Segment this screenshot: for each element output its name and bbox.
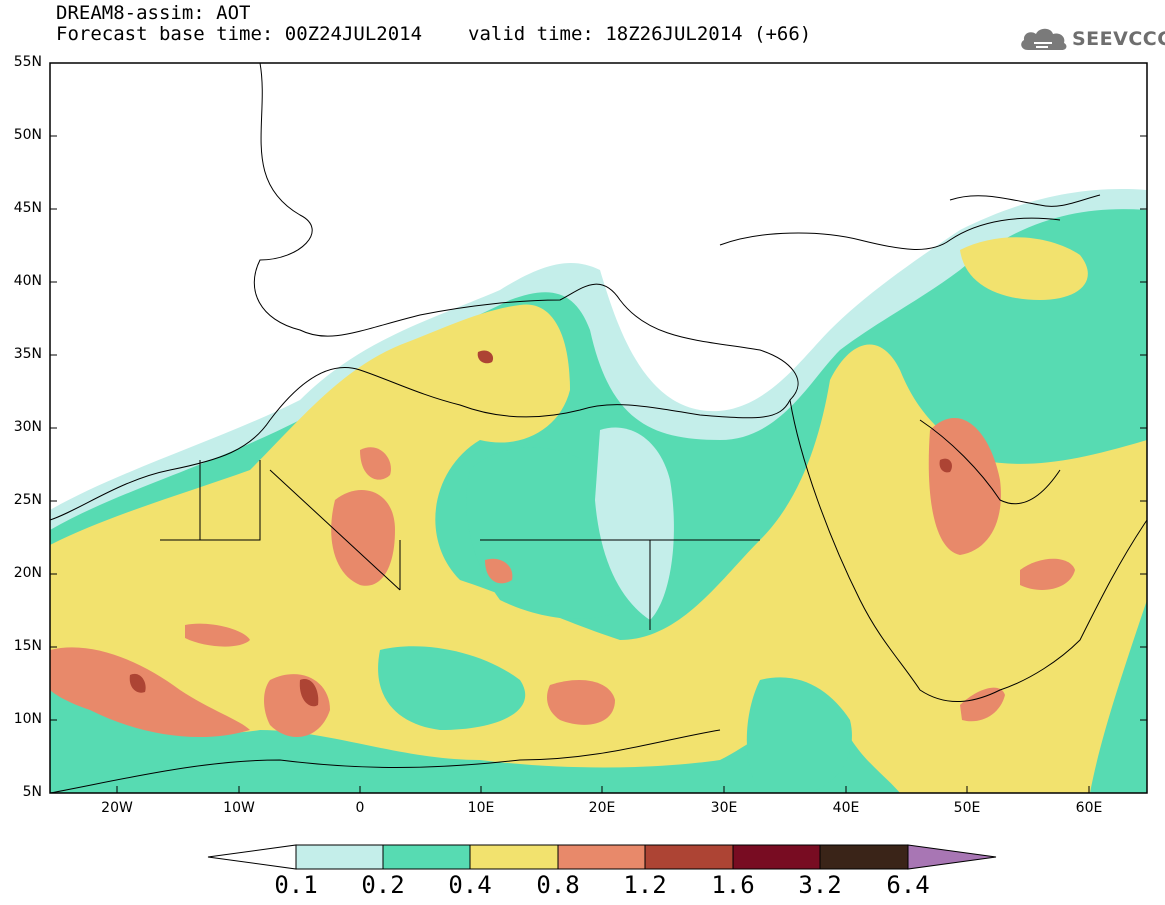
colorbar-low-arrow <box>207 844 297 870</box>
colorbar-bin-5 <box>644 844 734 870</box>
colorbar-bin-1 <box>295 844 384 870</box>
colorbar-label: 1.6 <box>711 871 755 899</box>
colorbar-label: 1.2 <box>623 871 667 899</box>
contour-0.4 <box>50 304 1147 793</box>
colorbar-bin-2 <box>382 844 471 870</box>
coastline-red-sea-arabia <box>789 399 1147 703</box>
lon-ticks <box>116 786 1090 793</box>
colorbar-label: 0.1 <box>274 871 318 899</box>
lat-label: 45N <box>13 200 42 216</box>
lon-label: 40E <box>832 800 860 816</box>
seevccc-logo: SEEVCCC <box>1018 22 1165 56</box>
lat-label: 30N <box>13 419 42 435</box>
lon-label: 20E <box>588 800 616 816</box>
coastline-black-sea <box>719 217 1061 250</box>
contour-1.2 <box>939 458 952 473</box>
contour-0.2-patch <box>746 677 852 793</box>
colorbar-high-arrow <box>907 844 997 870</box>
valid-time-label: valid time: 18Z26JUL2014 (+66) <box>468 23 812 45</box>
lon-label: 0 <box>355 800 365 816</box>
logo-text: SEEVCCC <box>1072 28 1165 50</box>
base-time-label: Forecast base time: 00Z24JUL2014 <box>56 23 423 45</box>
colorbar-bin-6 <box>732 844 821 870</box>
contour-1.2 <box>129 673 146 693</box>
contour-0.8 <box>928 418 1001 555</box>
lat-ticks <box>50 62 1147 721</box>
coastline-gulf-of-guinea <box>50 729 721 793</box>
contour-0.8 <box>547 680 615 725</box>
contour-0.8 <box>50 647 250 738</box>
contour-1.2 <box>477 350 494 364</box>
colorbar-label: 0.2 <box>361 871 405 899</box>
colorbar-bin-4 <box>557 844 646 870</box>
colorbar-label: 0.4 <box>448 871 492 899</box>
lat-label: 25N <box>13 492 42 508</box>
lat-label: 50N <box>13 127 42 143</box>
contour-0.8 <box>360 447 391 480</box>
time-info: Forecast base time: 00Z24JUL2014 valid ti… <box>56 24 811 44</box>
lat-label: 35N <box>13 346 42 362</box>
lat-label: 5N <box>22 784 42 800</box>
coastline-north-africa <box>50 63 799 521</box>
contour-0.8 <box>185 623 250 647</box>
aot-field <box>50 63 1147 793</box>
lat-label: 20N <box>13 565 42 581</box>
colorbar-bin-3 <box>469 844 559 870</box>
contour-0.2-patch <box>378 646 526 730</box>
map-title: DREAM8-assim: AOT <box>56 2 251 24</box>
contour-0.8 <box>1020 558 1075 590</box>
lon-label: 30E <box>710 800 738 816</box>
contour-1.2 <box>299 679 319 707</box>
lon-label: 60E <box>1075 800 1103 816</box>
lat-label: 10N <box>13 711 42 727</box>
colorbar-label: 3.2 <box>798 871 842 899</box>
lon-label: 10W <box>223 800 255 816</box>
contour-0.8 <box>331 490 395 586</box>
coastlines <box>50 63 1147 793</box>
lat-label: 55N <box>13 54 42 70</box>
contour-0.1-patch <box>595 427 674 620</box>
borders <box>160 460 760 630</box>
colorbar-label: 0.8 <box>536 871 580 899</box>
colorbar <box>207 844 997 870</box>
contour-0.8 <box>485 558 513 584</box>
lon-label: 20W <box>101 800 133 816</box>
coastline-gulf <box>919 419 1061 505</box>
lat-label: 15N <box>13 638 42 654</box>
lon-label: 50E <box>953 800 981 816</box>
coastline-caspian <box>949 194 1101 207</box>
cloud-icon <box>1021 28 1067 50</box>
contour-0.4-patch <box>960 237 1088 300</box>
colorbar-label: 6.4 <box>886 871 930 899</box>
lon-label: 10E <box>467 800 495 816</box>
contour-0.8 <box>960 687 1005 722</box>
colorbar-bin-7 <box>819 844 909 870</box>
lat-label: 40N <box>13 273 42 289</box>
